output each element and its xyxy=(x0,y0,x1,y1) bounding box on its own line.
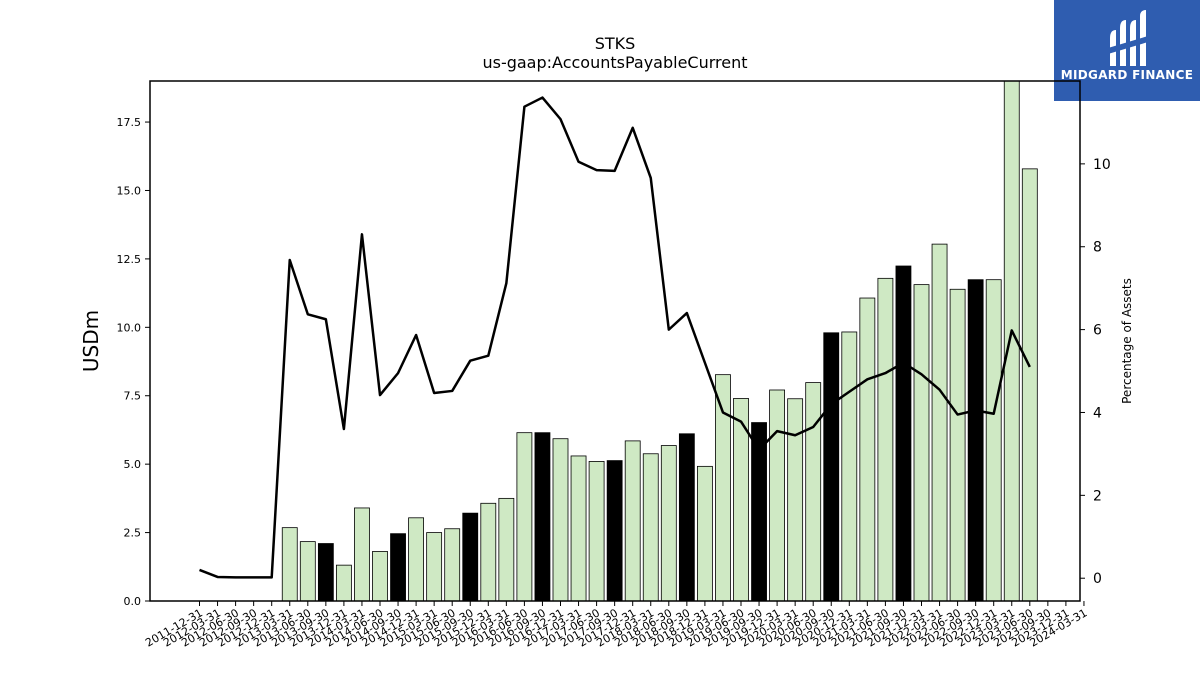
bar-2015-12-31 xyxy=(480,502,497,602)
bar-2022-09-30 xyxy=(967,279,984,602)
y-tick-label: 12.5 xyxy=(117,253,142,266)
bar-2013-06-30 xyxy=(299,541,316,602)
y-tick-label: 5.0 xyxy=(124,458,142,471)
brand-name: MIDGARD FINANCE xyxy=(1060,68,1194,82)
y-tick-label: 17.5 xyxy=(117,116,142,129)
bar-2017-03-31 xyxy=(570,455,587,602)
bar-2013-12-31 xyxy=(335,564,352,602)
y2-tick-label: 4 xyxy=(1093,405,1102,421)
y-tick-label: 10.0 xyxy=(117,321,142,334)
bar-2019-12-31 xyxy=(769,389,785,602)
bar-2015-06-30 xyxy=(444,528,461,602)
bar-2020-12-31 xyxy=(841,331,858,602)
bar-2022-12-31 xyxy=(985,279,1002,602)
bar-2022-03-31 xyxy=(931,243,948,602)
bar-2018-06-30 xyxy=(660,445,677,602)
y2-tick-label: 0 xyxy=(1093,571,1102,587)
bar-2017-09-30 xyxy=(606,460,623,602)
bar-2021-12-31 xyxy=(913,284,930,602)
bar-2016-03-31 xyxy=(498,497,515,602)
y-tick-label: 7.5 xyxy=(124,390,142,403)
bar-2015-03-31 xyxy=(426,532,443,602)
chart-title: STKS xyxy=(595,34,636,53)
bar-series xyxy=(281,80,1038,602)
bar-2015-09-30 xyxy=(462,512,479,602)
bar-2019-03-31 xyxy=(715,374,731,602)
bar-2021-03-31 xyxy=(859,297,876,602)
bar-2021-06-30 xyxy=(877,277,894,602)
y2-tick-label: 6 xyxy=(1093,323,1102,339)
bar-2021-09-30 xyxy=(895,265,912,602)
midgard-logo-icon xyxy=(1108,10,1148,66)
y-tick-label: 2.5 xyxy=(124,527,142,540)
bar-2023-06-30 xyxy=(1021,168,1038,602)
y-tick-label: 0.0 xyxy=(124,595,142,608)
bar-2016-06-30 xyxy=(516,432,533,602)
bar-2014-09-30 xyxy=(390,533,406,602)
brand-logo: MIDGARD FINANCE xyxy=(1054,0,1200,101)
bar-2020-09-30 xyxy=(823,332,840,602)
percentage-line xyxy=(199,96,1031,579)
bar-2016-09-30 xyxy=(534,432,551,602)
y2-tick-label: 8 xyxy=(1093,240,1102,256)
bar-2016-12-31 xyxy=(552,438,569,602)
bar-2018-12-31 xyxy=(697,465,713,602)
y2-axis-label: Percentage of Assets xyxy=(1120,278,1134,404)
bar-2020-03-31 xyxy=(787,398,804,602)
line-series xyxy=(199,96,1031,579)
y2-tick-label: 10 xyxy=(1093,157,1111,173)
bar-2014-12-31 xyxy=(408,517,425,602)
chart-subtitle: us-gaap:AccountsPayableCurrent xyxy=(482,53,747,72)
y2-tick-label: 2 xyxy=(1093,488,1102,504)
bar-2018-03-31 xyxy=(642,453,659,602)
bar-2020-06-30 xyxy=(805,382,822,602)
bar-2022-06-30 xyxy=(949,288,966,602)
bar-2014-06-30 xyxy=(372,551,388,602)
bar-2017-06-30 xyxy=(588,461,605,602)
bar-2018-09-30 xyxy=(678,433,695,602)
y-axis-label: USDm xyxy=(79,310,103,372)
y-tick-label: 15.0 xyxy=(117,184,142,197)
bar-2013-09-30 xyxy=(317,543,334,602)
bar-2014-03-31 xyxy=(354,507,370,602)
bar-2017-12-31 xyxy=(624,440,641,602)
bar-2013-03-31 xyxy=(281,527,298,602)
